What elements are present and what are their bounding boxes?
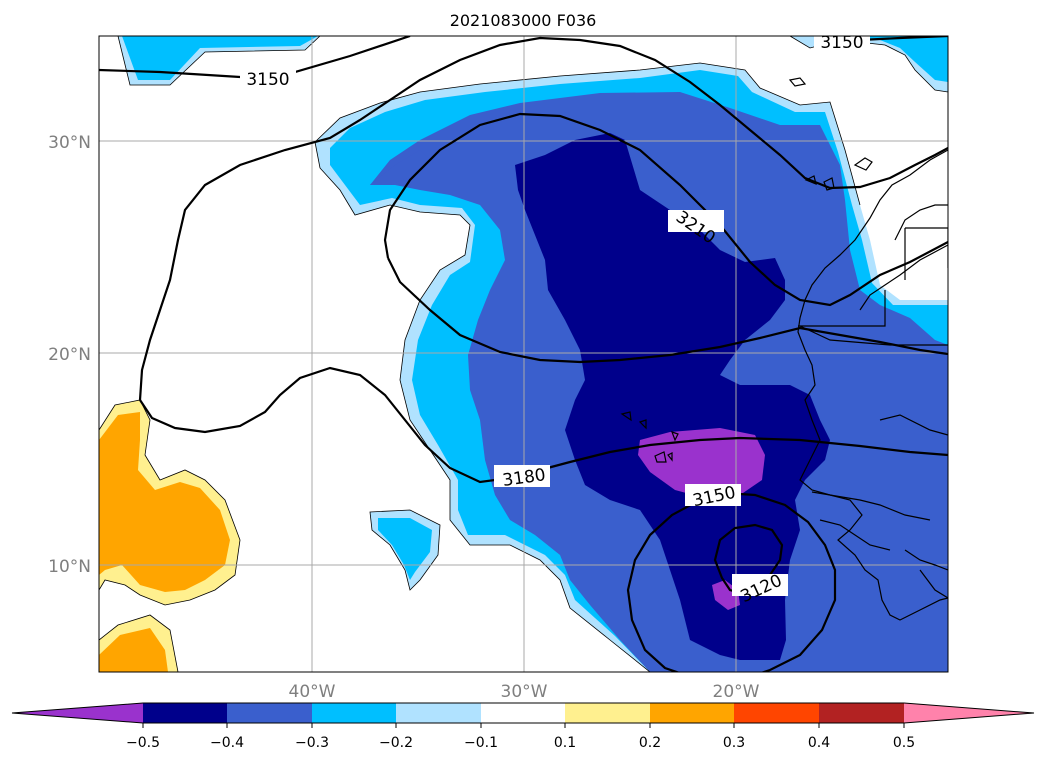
colorbar-tick-label: −0.3	[295, 735, 329, 751]
colorbar-tick-label: −0.5	[126, 735, 160, 751]
colorbar-extend-max	[904, 703, 1034, 723]
colorbar: −0.5 −0.4 −0.3 −0.2 −0.1 0.1 0.2 0.3 0.4…	[11, 702, 1035, 751]
colorbar-segment-8	[734, 703, 819, 723]
colorbar-segment-7	[650, 703, 735, 723]
contour-label-3150-nw: 3150	[246, 70, 289, 90]
colorbar-segment-6	[565, 703, 650, 723]
colorbar-tick-label: −0.2	[379, 735, 413, 751]
colorbar-tick-label: 0.2	[639, 735, 661, 751]
map-frame	[98, 35, 949, 673]
colorbar-tick-label: 0.5	[893, 735, 915, 751]
colorbar-segment-3	[312, 703, 397, 723]
colorbar-tick-label: 0.3	[723, 735, 745, 751]
colorbar-tick-label: −0.4	[210, 735, 244, 751]
map-title: 2021083000 F036	[450, 11, 597, 30]
lon-label-30w: 30°W	[501, 682, 548, 702]
lat-label-10n: 10°N	[48, 557, 91, 577]
colorbar-segment-2	[227, 703, 312, 723]
lat-label-30n: 30°N	[48, 133, 91, 153]
contour-label-backgrounds	[240, 36, 870, 596]
colorbar-ticks	[142, 723, 905, 728]
colorbar-segment-4	[396, 703, 481, 723]
colorbar-segment-5	[481, 703, 566, 723]
lon-label-20w: 20°W	[713, 682, 760, 702]
shading-orange	[99, 412, 230, 672]
lat-label-20n: 20°N	[48, 345, 91, 365]
coastlines	[620, 77, 948, 621]
colorbar-segment-9	[819, 703, 904, 723]
shading-navy	[515, 133, 830, 660]
colorbar-segment-1	[143, 703, 228, 723]
colorbar-tick-label: 0.4	[808, 735, 830, 751]
contour-label-3150-ne: 3150	[820, 33, 863, 53]
colorbar-extend-min	[12, 703, 143, 723]
lon-label-40w: 40°W	[289, 682, 336, 702]
colorbar-tick-label: 0.1	[554, 735, 576, 751]
colorbar-tick-label: −0.1	[464, 735, 498, 751]
map-panel	[99, 36, 948, 672]
